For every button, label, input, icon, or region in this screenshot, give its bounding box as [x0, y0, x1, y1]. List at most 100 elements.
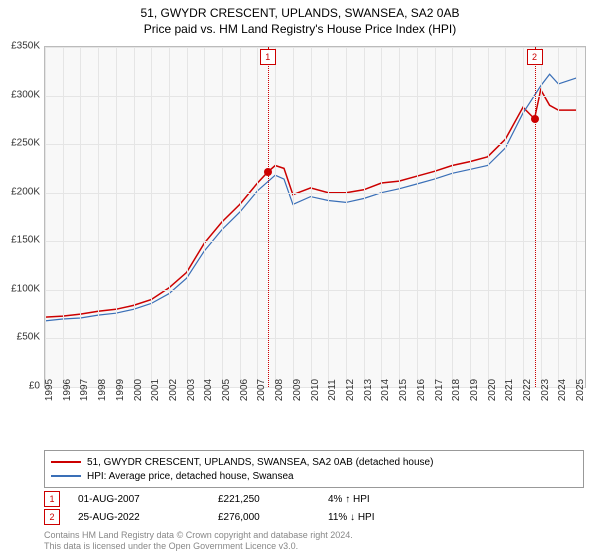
event-bubble-1: 1 [44, 491, 60, 507]
event-line [535, 47, 536, 387]
gridline-v [558, 47, 559, 387]
gridline-v [417, 47, 418, 387]
gridline-h [45, 193, 585, 194]
x-axis-label: 2013 [363, 379, 374, 401]
gridline-v [275, 47, 276, 387]
event-row-2: 2 25-AUG-2022 £276,000 11% ↓ HPI [44, 508, 448, 526]
x-axis-label: 2012 [345, 379, 356, 401]
gridline-v [45, 47, 46, 387]
x-axis-label: 2002 [168, 379, 179, 401]
gridline-v [381, 47, 382, 387]
y-axis-label: £350K [11, 41, 40, 52]
gridline-v [151, 47, 152, 387]
title-block: 51, GWYDR CRESCENT, UPLANDS, SWANSEA, SA… [0, 0, 600, 36]
gridline-v [399, 47, 400, 387]
attrib-line-1: Contains HM Land Registry data © Crown c… [44, 530, 353, 541]
gridline-v [576, 47, 577, 387]
title-line-2: Price paid vs. HM Land Registry's House … [0, 22, 600, 36]
x-axis-label: 2022 [522, 379, 533, 401]
gridline-v [311, 47, 312, 387]
y-axis-label: £50K [17, 332, 40, 343]
x-axis-label: 2024 [557, 379, 568, 401]
y-axis-label: £200K [11, 186, 40, 197]
gridline-v [346, 47, 347, 387]
gridline-h [45, 290, 585, 291]
gridline-h [45, 241, 585, 242]
legend-swatch-hpi [51, 475, 81, 477]
gridline-v [134, 47, 135, 387]
x-axis-label: 2021 [504, 379, 515, 401]
gridline-v [204, 47, 205, 387]
event-dot [264, 168, 272, 176]
event-row-1: 1 01-AUG-2007 £221,250 4% ↑ HPI [44, 490, 448, 508]
gridline-v [293, 47, 294, 387]
gridline-v [470, 47, 471, 387]
legend-item-hpi: HPI: Average price, detached house, Swan… [51, 469, 577, 483]
event-bubble-2: 2 [44, 509, 60, 525]
chart-area: 12 £0£50K£100K£150K£200K£250K£300K£350K1… [44, 46, 584, 416]
event-pct-2: 11% ↓ HPI [328, 512, 448, 523]
legend-label-hpi: HPI: Average price, detached house, Swan… [87, 471, 294, 482]
attrib-line-2: This data is licensed under the Open Gov… [44, 541, 353, 552]
x-axis-label: 2014 [380, 379, 391, 401]
x-axis-label: 2008 [274, 379, 285, 401]
gridline-v [98, 47, 99, 387]
x-axis-label: 2003 [186, 379, 197, 401]
y-axis-label: £100K [11, 283, 40, 294]
gridline-v [240, 47, 241, 387]
x-axis-label: 2005 [221, 379, 232, 401]
gridline-v [222, 47, 223, 387]
y-axis-label: £250K [11, 138, 40, 149]
title-line-1: 51, GWYDR CRESCENT, UPLANDS, SWANSEA, SA… [0, 6, 600, 20]
x-axis-label: 2004 [203, 379, 214, 401]
gridline-v [169, 47, 170, 387]
gridline-v [187, 47, 188, 387]
x-axis-label: 2007 [256, 379, 267, 401]
event-dot [531, 115, 539, 123]
x-axis-label: 1996 [62, 379, 73, 401]
legend-item-property: 51, GWYDR CRESCENT, UPLANDS, SWANSEA, SA… [51, 455, 577, 469]
event-pct-1: 4% ↑ HPI [328, 494, 448, 505]
y-axis-label: £300K [11, 89, 40, 100]
gridline-v [364, 47, 365, 387]
events-table: 1 01-AUG-2007 £221,250 4% ↑ HPI 2 25-AUG… [44, 490, 448, 526]
gridline-v [63, 47, 64, 387]
gridline-h [45, 47, 585, 48]
y-axis-label: £0 [29, 381, 40, 392]
plot-region: 12 [44, 46, 586, 388]
x-axis-label: 2016 [416, 379, 427, 401]
line-svg [45, 47, 585, 387]
x-axis-label: 2006 [239, 379, 250, 401]
x-axis-label: 2001 [150, 379, 161, 401]
x-axis-label: 2023 [540, 379, 551, 401]
gridline-v [257, 47, 258, 387]
x-axis-label: 2018 [451, 379, 462, 401]
x-axis-label: 1995 [44, 379, 55, 401]
gridline-v [488, 47, 489, 387]
gridline-h [45, 338, 585, 339]
attribution: Contains HM Land Registry data © Crown c… [44, 530, 353, 553]
event-date-2: 25-AUG-2022 [78, 512, 218, 523]
event-bubble: 1 [260, 49, 276, 65]
gridline-v [541, 47, 542, 387]
gridline-v [505, 47, 506, 387]
event-line [268, 47, 269, 387]
x-axis-label: 2009 [292, 379, 303, 401]
gridline-h [45, 144, 585, 145]
y-axis-label: £150K [11, 235, 40, 246]
x-axis-label: 2015 [398, 379, 409, 401]
x-axis-label: 1997 [79, 379, 90, 401]
x-axis-label: 2025 [575, 379, 586, 401]
x-axis-label: 1998 [97, 379, 108, 401]
gridline-h [45, 96, 585, 97]
gridline-v [523, 47, 524, 387]
gridline-v [328, 47, 329, 387]
event-price-2: £276,000 [218, 512, 328, 523]
gridline-v [452, 47, 453, 387]
chart-container: 51, GWYDR CRESCENT, UPLANDS, SWANSEA, SA… [0, 0, 600, 560]
legend: 51, GWYDR CRESCENT, UPLANDS, SWANSEA, SA… [44, 450, 584, 488]
x-axis-label: 1999 [115, 379, 126, 401]
gridline-v [80, 47, 81, 387]
event-price-1: £221,250 [218, 494, 328, 505]
x-axis-label: 2011 [327, 379, 338, 401]
